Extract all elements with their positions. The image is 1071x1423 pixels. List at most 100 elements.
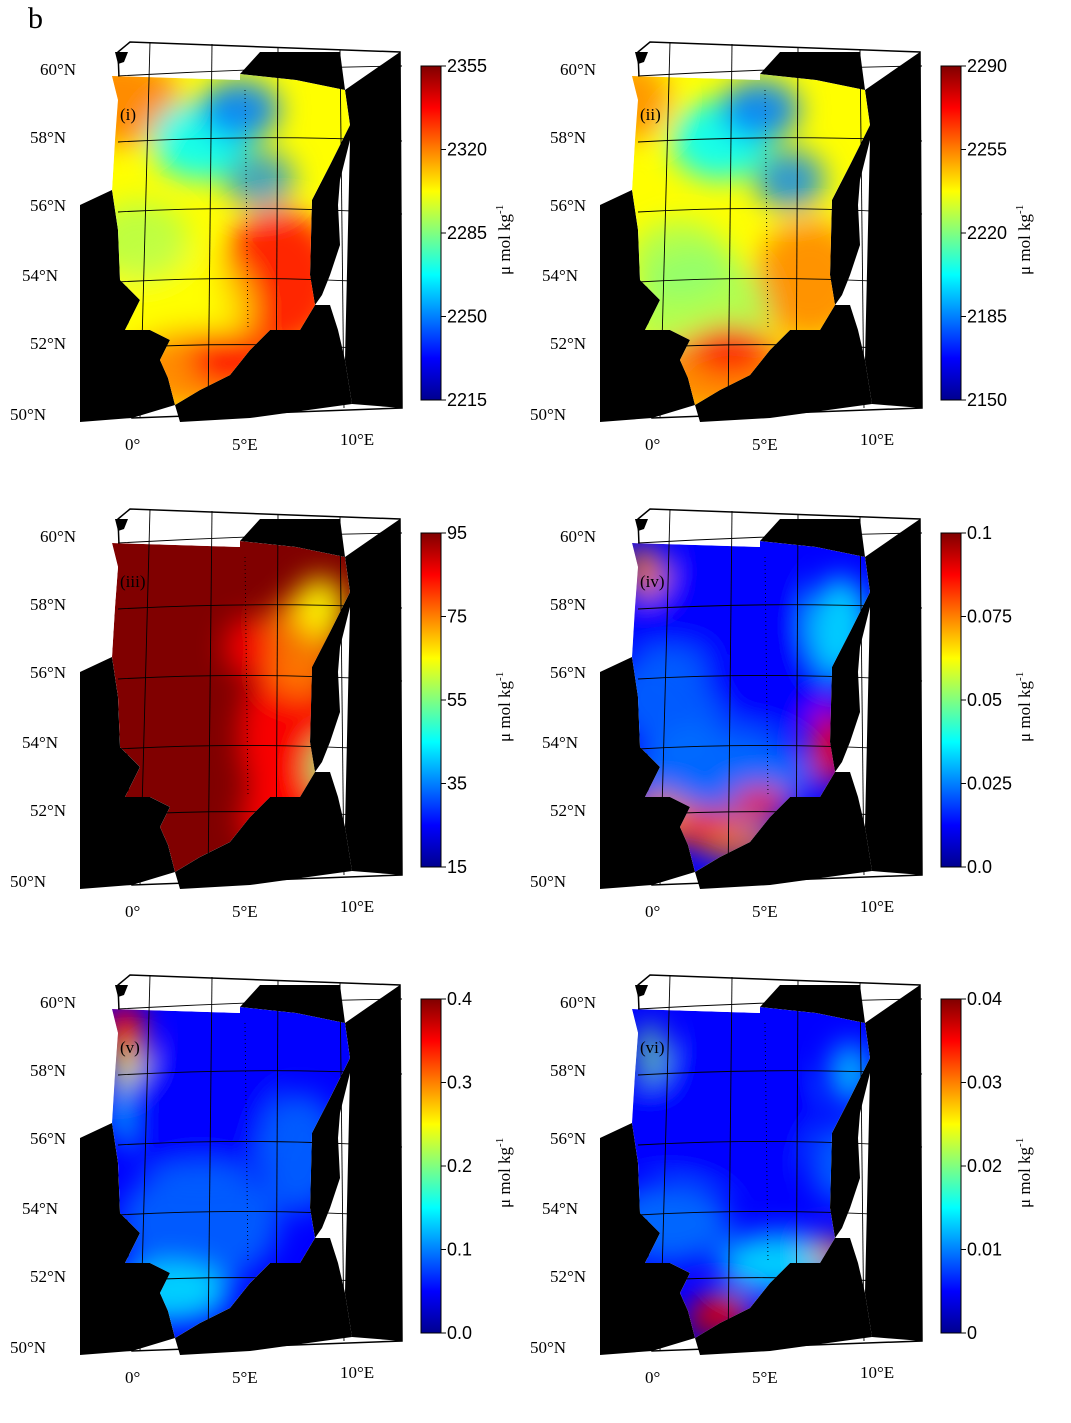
colorbar-unit-label: μ mol kg-1 — [494, 672, 514, 742]
colorbar-unit-label: μ mol kg-1 — [494, 205, 514, 275]
map-svg: 60°N 58°N 56°N 54°N 52°N 50°N 0° 5°E 10°E (iii) 95… — [10, 508, 514, 921]
colorbar-tick-label: 75 — [447, 607, 467, 627]
colorbar-tick-label: 0.0 — [967, 857, 992, 877]
panel-iii: 60°N 58°N 56°N 54°N 52°N 50°N 0° 5°E 10°E (iii) 95… — [0, 497, 520, 957]
lon-label: 5°E — [752, 902, 778, 921]
colorbar-tick-label: 2250 — [447, 307, 487, 327]
lat-label: 50°N — [10, 872, 46, 891]
land — [80, 519, 402, 889]
lat-label: 56°N — [550, 663, 586, 682]
colorbar-tick-label: 55 — [447, 690, 467, 710]
lat-label: 52°N — [30, 801, 66, 820]
colorbar-tick-label: 2220 — [967, 223, 1007, 243]
lat-label: 60°N — [560, 993, 596, 1012]
colorbar-tick-label: 0.4 — [447, 989, 472, 1009]
graticule — [117, 974, 403, 1352]
colorbar-tick-label: 2215 — [447, 390, 487, 410]
lon-label: 5°E — [752, 1368, 778, 1387]
land — [600, 985, 922, 1355]
lat-label: 56°N — [30, 196, 66, 215]
lon-label: 10°E — [860, 430, 894, 449]
colorbar-tick-label: 2355 — [447, 56, 487, 76]
panel-ii: 60°N 58°N 56°N 54°N 52°N 50°N 0° 5°E 10°E (ii) 229… — [520, 30, 1040, 490]
colorbar-unit-label: μ mol kg-1 — [494, 1138, 514, 1208]
lat-label: 52°N — [30, 1267, 66, 1286]
lat-label: 56°N — [30, 1129, 66, 1148]
map-svg: 60°N 58°N 56°N 54°N 52°N 50°N 0° 5°E 10°E (ii) 229… — [530, 41, 1034, 454]
lat-label: 54°N — [542, 266, 578, 285]
lon-label: 0° — [645, 435, 660, 454]
graticule — [637, 974, 923, 1352]
colorbar-tick-label: 0.2 — [447, 1156, 472, 1176]
colorbar-tick-label: 0.01 — [967, 1240, 1002, 1260]
lat-label: 52°N — [550, 334, 586, 353]
lat-label: 52°N — [30, 334, 66, 353]
colorbar-tick-label: 0.1 — [967, 523, 992, 543]
map-svg: 60°N 58°N 56°N 54°N 52°N 50°N 0° 5°E 10°E (iv) 0.1… — [530, 508, 1034, 921]
lat-label: 50°N — [530, 405, 566, 424]
lat-label: 52°N — [550, 1267, 586, 1286]
lat-label: 58°N — [30, 128, 66, 147]
map-svg: 60°N 58°N 56°N 54°N 52°N 50°N 0° 5°E 10°E (vi) 0.0… — [530, 974, 1034, 1387]
colorbar-unit-label: μ mol kg-1 — [1014, 1138, 1034, 1208]
colorbar-tick-label: 2150 — [967, 390, 1007, 410]
panel-v: 60°N 58°N 56°N 54°N 52°N 50°N 0° 5°E 10°E (v) 0.4 0… — [0, 963, 520, 1423]
lat-label: 60°N — [40, 527, 76, 546]
colorbar-tick-label: 15 — [447, 857, 467, 877]
land — [80, 52, 402, 422]
lat-label: 50°N — [10, 1338, 46, 1357]
panel-label: (iv) — [640, 572, 665, 591]
lat-label: 50°N — [530, 872, 566, 891]
lon-label: 10°E — [860, 897, 894, 916]
colorbar — [420, 998, 442, 1334]
lat-label: 54°N — [542, 733, 578, 752]
lat-label: 58°N — [550, 595, 586, 614]
colorbar-tick-label: 0.1 — [447, 1240, 472, 1260]
panel-label: (i) — [120, 105, 136, 124]
colorbar-tick-label: 0.0 — [447, 1323, 472, 1343]
land — [80, 985, 402, 1355]
colorbar-tick-label: 0.3 — [447, 1073, 472, 1093]
lon-label: 0° — [645, 1368, 660, 1387]
lat-label: 60°N — [560, 527, 596, 546]
lat-label: 54°N — [542, 1199, 578, 1218]
panel-i: 60°N 58°N 56°N 54°N 52°N 50°N 0° 5°E 10°E (i) 2355… — [0, 30, 520, 490]
lat-label: 50°N — [10, 405, 46, 424]
lon-label: 0° — [645, 902, 660, 921]
map-svg: 60°N 58°N 56°N 54°N 52°N 50°N 0° 5°E 10°E (v) 0.4 0… — [10, 974, 514, 1387]
graticule — [117, 41, 403, 419]
lon-label: 10°E — [860, 1363, 894, 1382]
sea-field — [632, 1007, 870, 1338]
colorbar — [940, 532, 962, 868]
panel-label: (vi) — [640, 1038, 665, 1057]
graticule — [637, 41, 923, 419]
lon-label: 5°E — [232, 1368, 258, 1387]
map-svg: 60°N 58°N 56°N 54°N 52°N 50°N 0° 5°E 10°E (i) 2355… — [10, 41, 514, 454]
lon-label: 5°E — [232, 435, 258, 454]
lon-label: 10°E — [340, 1363, 374, 1382]
colorbar — [940, 65, 962, 401]
colorbar-tick-label: 0.04 — [967, 989, 1002, 1009]
panel-label: (ii) — [640, 105, 661, 124]
lat-label: 50°N — [530, 1338, 566, 1357]
colorbar — [420, 532, 442, 868]
colorbar-unit-label: μ mol kg-1 — [1014, 205, 1034, 275]
colorbar-tick-label: 2290 — [967, 56, 1007, 76]
lat-label: 60°N — [40, 60, 76, 79]
colorbar-tick-label: 35 — [447, 774, 467, 794]
colorbar-tick-label: 0.075 — [967, 607, 1012, 627]
lon-label: 5°E — [232, 902, 258, 921]
lat-label: 56°N — [550, 196, 586, 215]
lat-label: 54°N — [22, 733, 58, 752]
lon-label: 0° — [125, 1368, 140, 1387]
panel-label: (iii) — [120, 572, 146, 591]
lon-label: 10°E — [340, 430, 374, 449]
lon-label: 0° — [125, 435, 140, 454]
lon-label: 10°E — [340, 897, 374, 916]
lat-label: 58°N — [30, 1061, 66, 1080]
lat-label: 58°N — [30, 595, 66, 614]
land — [600, 52, 922, 422]
lat-label: 60°N — [40, 993, 76, 1012]
colorbar-tick-label: 0 — [967, 1323, 977, 1343]
panel-label: (v) — [120, 1038, 140, 1057]
